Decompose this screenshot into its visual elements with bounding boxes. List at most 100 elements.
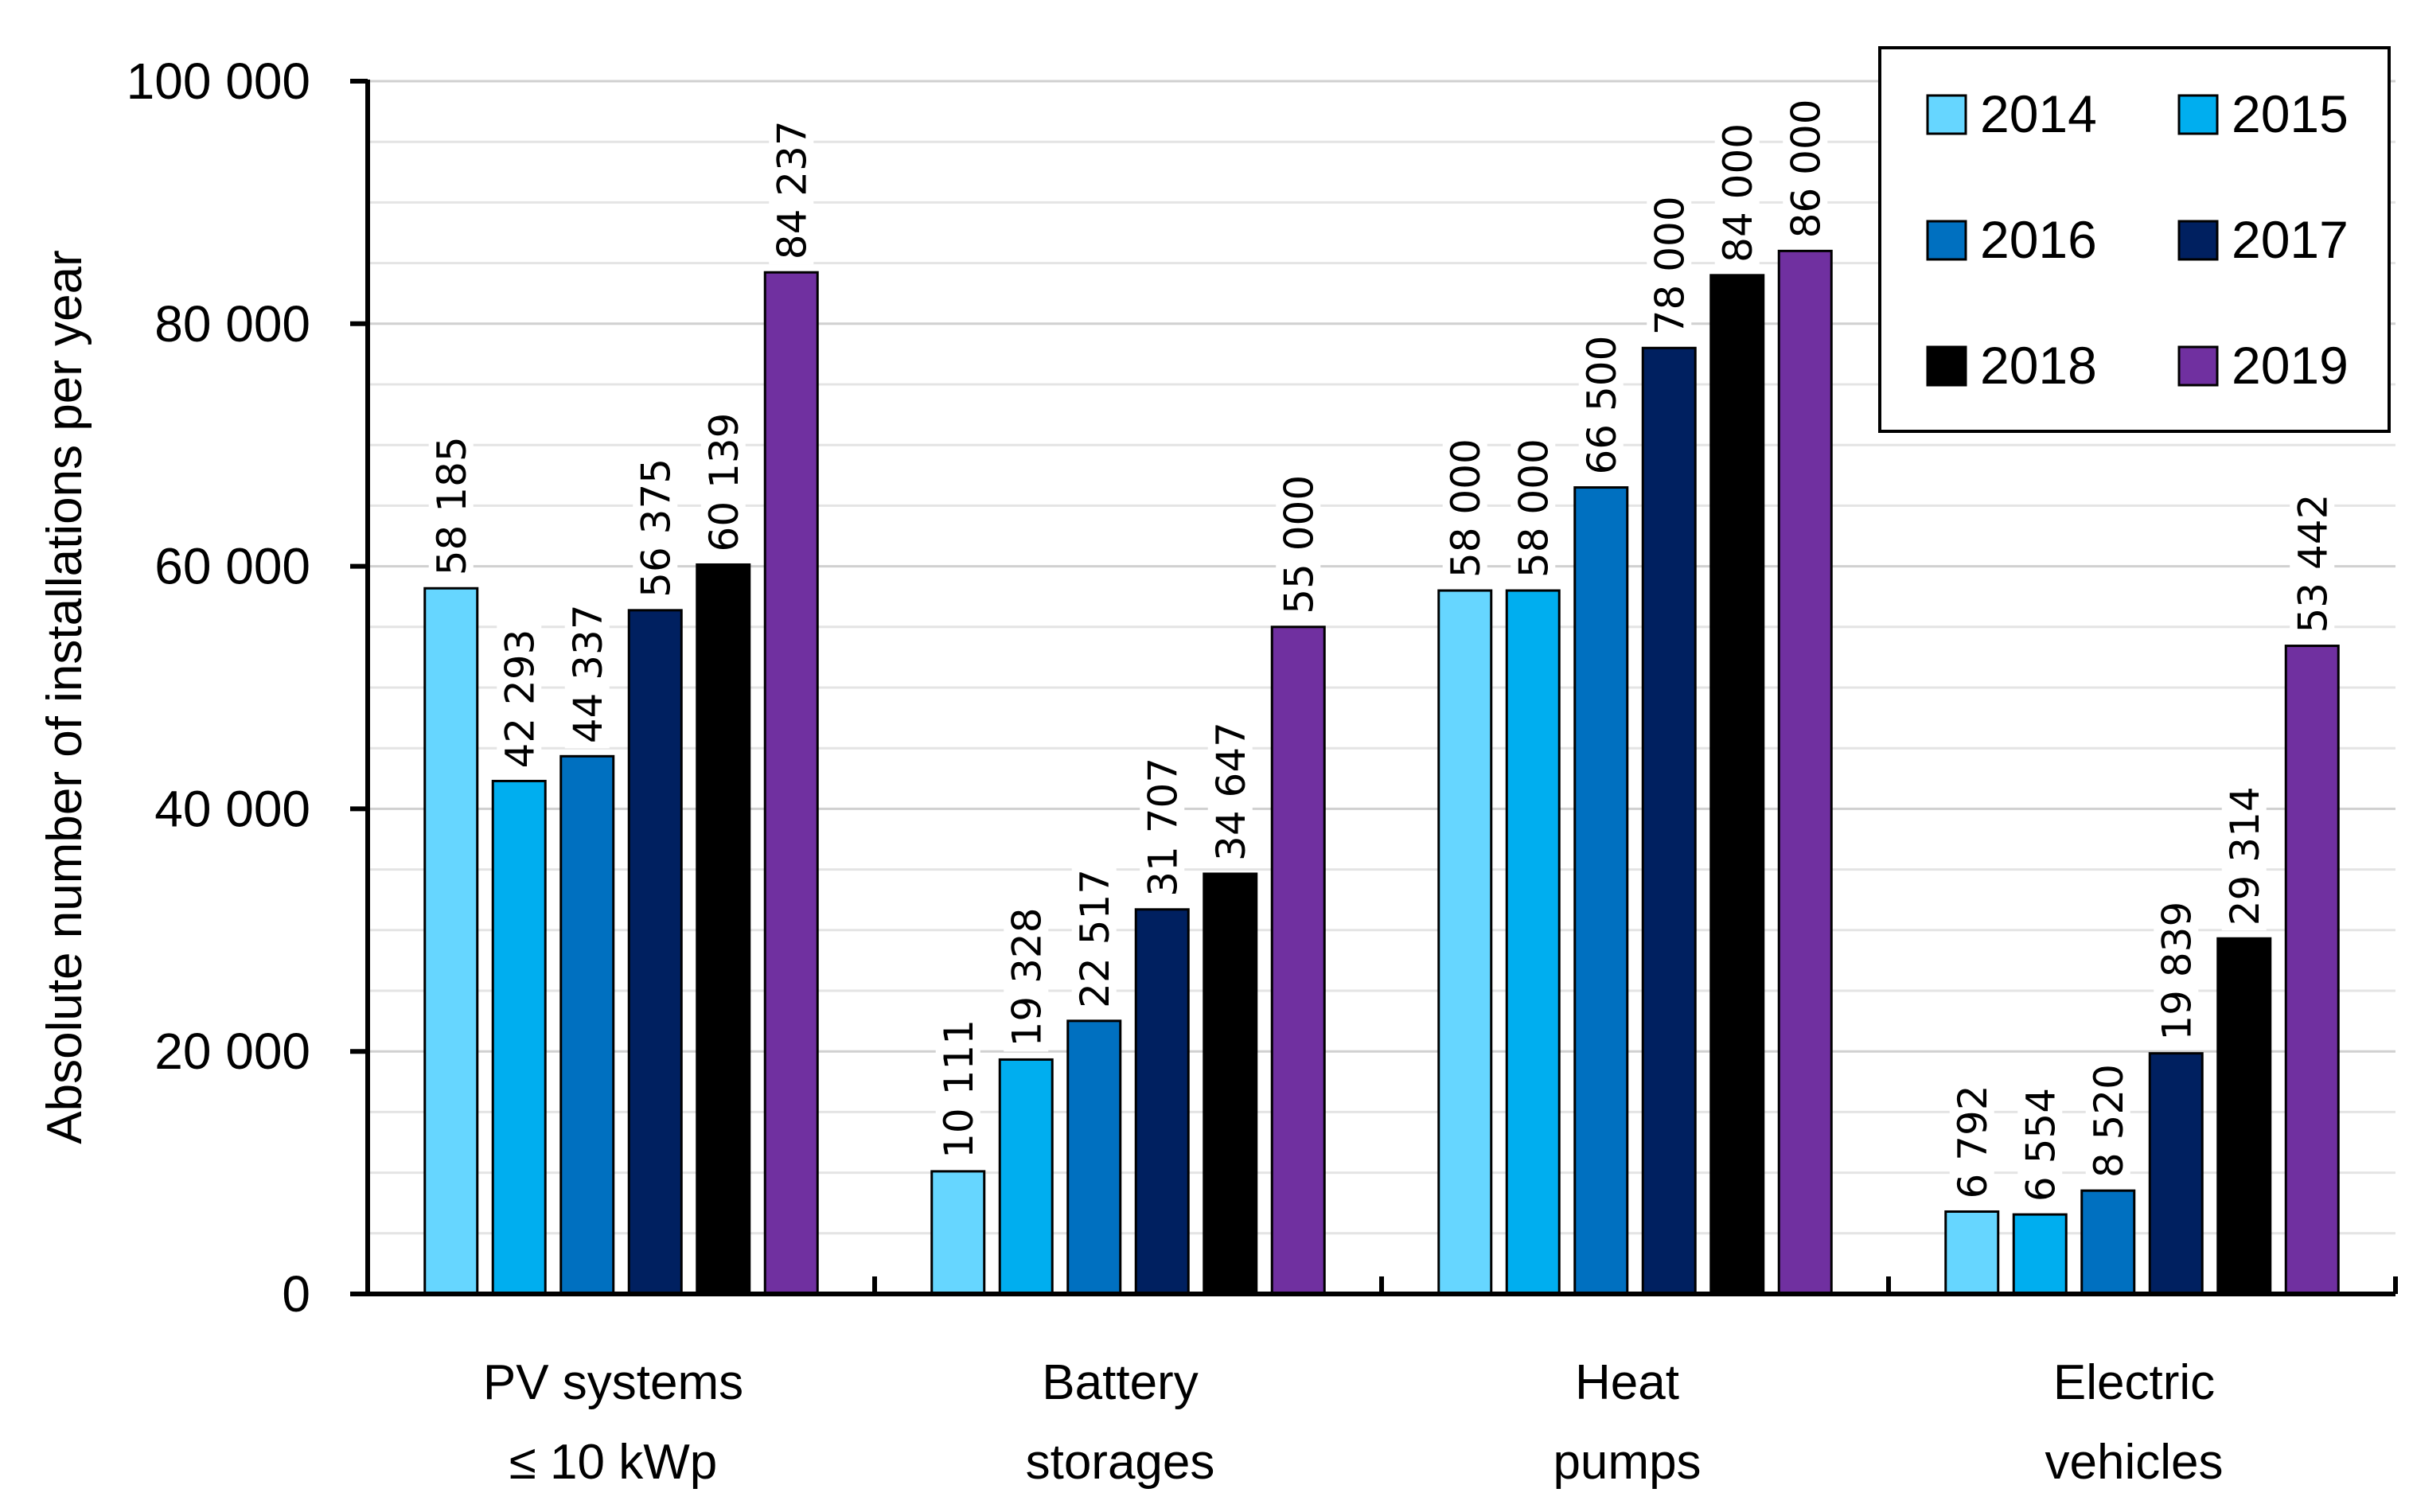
category-label-1-line-0: Battery [1042,1355,1198,1410]
bar-2018-3 [2216,937,2272,1296]
bar-2017-2 [1641,346,1697,1296]
y-axis-title: Absolute number of installations per yea… [37,250,92,1144]
data-label-bg [633,453,678,602]
data-label-bg [1442,434,1487,583]
data-label-bg [1949,1080,1994,1204]
data-label-2015-1: 19 328 [1004,907,1050,1046]
bar-2019-2 [1777,249,1833,1296]
y-tick-label: 60 000 [154,538,310,595]
data-label-2017-0: 56 375 [633,458,679,598]
bar-2016-1 [1066,1019,1122,1296]
legend-label-2016: 2016 [1980,210,2097,269]
category-label-2-line-1: pumps [1553,1435,1701,1490]
bar-2016-0 [559,754,615,1296]
data-label-2014-1: 10 111 [936,1019,982,1159]
data-label-2018-2: 84 000 [1715,123,1761,263]
legend-swatch-2014 [1926,94,1967,135]
bar-2017-0 [627,609,683,1296]
data-label-bg [1783,94,1828,244]
data-label-bg [2221,781,2267,931]
bar-2015-1 [998,1058,1054,1296]
data-label-bg [2290,489,2335,638]
legend-swatch-2016 [1926,220,1967,261]
legend-label-2015: 2015 [2232,84,2349,143]
data-label-2015-0: 42 293 [497,629,543,769]
data-label-2017-3: 19 839 [2154,902,2200,1041]
data-label-2014-0: 58 185 [429,436,475,575]
bar-2014-0 [423,586,479,1296]
data-labels: 58 185 42 293 44 337 56 375 60 139 84 237 10 1… [428,94,2336,1207]
data-label-bg [1647,191,1692,341]
bars [423,249,2340,1296]
bar-2017-1 [1134,908,1190,1296]
bar-2016-3 [2080,1189,2136,1296]
data-label-2015-3: 6 554 [2017,1088,2064,1202]
data-label-bg [700,407,746,557]
data-label-bg [1714,118,1760,267]
data-label-bg [2017,1082,2063,1207]
category-label-0-line-0: PV systems [483,1355,743,1410]
data-label-bg [428,431,474,581]
legend-swatch-2019 [2177,345,2219,387]
bar-2016-2 [1573,486,1629,1296]
bar-2018-2 [1709,274,1765,1296]
data-label-2016-1: 22 517 [1072,869,1118,1008]
data-label-bg [1276,470,1321,619]
data-label-2017-2: 78 000 [1647,196,1693,335]
legend-swatch-2018 [1926,345,1967,387]
data-label-2015-2: 58 000 [1511,438,1557,578]
category-label-3-line-1: vehicles [2045,1435,2224,1490]
legend-label-2017: 2017 [2232,210,2349,269]
data-label-bg [1071,863,1117,1013]
data-label-2016-0: 44 337 [565,604,611,743]
y-tick-label: 80 000 [154,295,310,353]
data-label-bg [2085,1059,2130,1183]
y-tick-label: 20 000 [154,1023,310,1080]
data-label-bg [497,624,542,774]
data-label-2018-1: 34 647 [1208,722,1254,861]
legend-swatch-2017 [2177,220,2219,261]
data-label-2017-1: 31 707 [1140,758,1186,897]
data-label-bg [1004,902,1049,1052]
data-label-2016-3: 8 520 [2086,1064,2132,1178]
data-label-2018-0: 60 139 [701,413,747,552]
data-label-2019-2: 86 000 [1783,99,1829,238]
bar-2018-1 [1203,872,1258,1296]
data-label-2018-3: 29 314 [2222,786,2268,926]
data-label-2019-0: 84 237 [769,120,815,259]
data-label-bg [935,1014,980,1163]
data-label-bg [1207,717,1253,866]
y-tick-label: 100 000 [127,53,310,110]
bar-2014-2 [1437,589,1493,1296]
bar-2015-2 [1505,589,1561,1296]
bar-2017-3 [2148,1052,2204,1296]
category-label-1-line-1: storages [1026,1435,1215,1490]
category-label-0-line-1: ≤ 10 kWp [509,1435,717,1490]
bar-2015-3 [2012,1213,2068,1296]
axes: 0 20 000 40 000 60 000 80 000 100 000 PV syste… [37,53,2398,1490]
data-label-2016-2: 66 500 [1579,336,1625,475]
legend: 2014 2015 2016 2017 2018 2019 [1878,46,2391,433]
bar-2019-0 [763,271,819,1296]
legend-swatch-2015 [2177,94,2219,135]
data-label-2019-3: 53 442 [2290,494,2336,633]
legend-label-2014: 2014 [1980,84,2097,143]
data-label-bg [564,599,610,749]
data-label-bg [1578,330,1624,480]
data-label-bg [2154,896,2199,1046]
data-label-bg [769,115,814,265]
bar-2018-0 [696,563,751,1296]
bar-2019-3 [2284,645,2340,1296]
category-label-3-line-0: Electric [2053,1355,2215,1410]
data-label-bg [1511,434,1556,583]
data-label-2014-2: 58 000 [1443,438,1489,578]
category-label-2-line-0: Heat [1575,1355,1679,1410]
legend-label-2019: 2019 [2232,336,2349,395]
y-tick-label: 40 000 [154,780,310,837]
bar-2015-0 [491,779,547,1296]
bar-2014-3 [1944,1210,2000,1296]
data-label-2019-1: 55 000 [1276,475,1322,614]
y-tick-label: 0 [282,1265,310,1323]
data-label-bg [1140,752,1185,902]
